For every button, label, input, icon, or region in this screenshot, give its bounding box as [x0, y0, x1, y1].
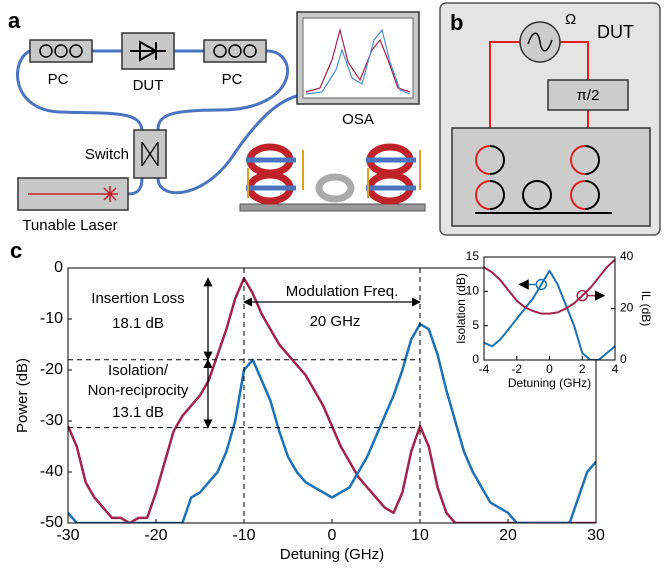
x-tick-label: 20	[499, 527, 517, 544]
panel-label: a	[8, 8, 21, 33]
pc-label: PC	[222, 71, 243, 88]
data-line	[484, 269, 615, 360]
data-line	[68, 322, 596, 523]
fiber	[127, 177, 144, 196]
fiber	[156, 49, 289, 131]
y-tick-label: -10	[40, 310, 63, 327]
x-tick-label: -4	[479, 362, 490, 376]
x-tick-label: 4	[612, 362, 619, 376]
x-tick-label: 2	[579, 362, 586, 376]
phase-label: π/2	[577, 87, 600, 104]
switch-label: Switch	[85, 146, 129, 163]
pc-label: PC	[48, 71, 69, 88]
laser-label: Tunable Laser	[22, 217, 117, 234]
y-tick-label: 0	[54, 259, 63, 276]
y-axis-label: Isolation (dB)	[454, 273, 468, 344]
panel-a: a PC DUT PC OSA Switch Tunable Laser	[8, 8, 426, 234]
y-tick-label: 0	[472, 352, 479, 366]
y2-axis-label: IL (dB)	[639, 291, 653, 327]
y2-tick-label: 20	[620, 301, 634, 315]
y2-tick-label: 40	[620, 249, 634, 263]
y-tick-label: 15	[466, 249, 480, 263]
annotation: 20 GHz	[310, 313, 361, 330]
device-illustration	[239, 143, 426, 212]
y-tick-label: 10	[466, 284, 480, 298]
plot-area	[484, 258, 615, 360]
osa-label: OSA	[342, 111, 374, 128]
y-axis-label: Power (dB)	[14, 358, 31, 433]
y2-tick-label: 0	[620, 352, 627, 366]
dut-label: DUT	[133, 77, 164, 94]
y-tick-label: -50	[40, 514, 63, 531]
fiber	[156, 93, 301, 195]
x-axis-label: Detuning (GHz)	[280, 546, 384, 563]
panel-b: b Ω DUT π/2	[439, 2, 661, 236]
x-tick-label: -20	[144, 527, 167, 544]
omega-label: Ω	[565, 11, 576, 28]
panel-label: c	[10, 238, 22, 263]
annotation: 18.1 dB	[112, 315, 164, 332]
annotation: 13.1 dB	[112, 404, 164, 421]
x-tick-label: -2	[511, 362, 522, 376]
annotation: Non-reciprocity	[88, 382, 189, 399]
annotation: Modulation Freq.	[286, 283, 399, 300]
data-line	[484, 258, 615, 315]
annotation: Insertion Loss	[91, 290, 184, 307]
x-axis-label: Detuning (GHz)	[508, 376, 591, 390]
annotation: Isolation/	[108, 362, 169, 379]
x-tick-label: -10	[232, 527, 255, 544]
y-tick-label: -40	[40, 463, 63, 480]
data-line	[68, 276, 596, 523]
inset-background	[484, 257, 615, 360]
x-tick-label: 0	[546, 362, 553, 376]
x-tick-label: 0	[328, 527, 337, 544]
x-tick-label: 30	[587, 527, 605, 544]
fiber	[16, 49, 144, 131]
x-tick-label: 10	[411, 527, 429, 544]
y-tick-label: -30	[40, 412, 63, 429]
y-tick-label: 5	[472, 318, 479, 332]
x-tick-label: -30	[56, 527, 79, 544]
dut-label: DUT	[597, 22, 634, 42]
plot-area	[68, 276, 596, 523]
panel-label: b	[450, 10, 463, 35]
y-tick-label: -20	[40, 361, 63, 378]
